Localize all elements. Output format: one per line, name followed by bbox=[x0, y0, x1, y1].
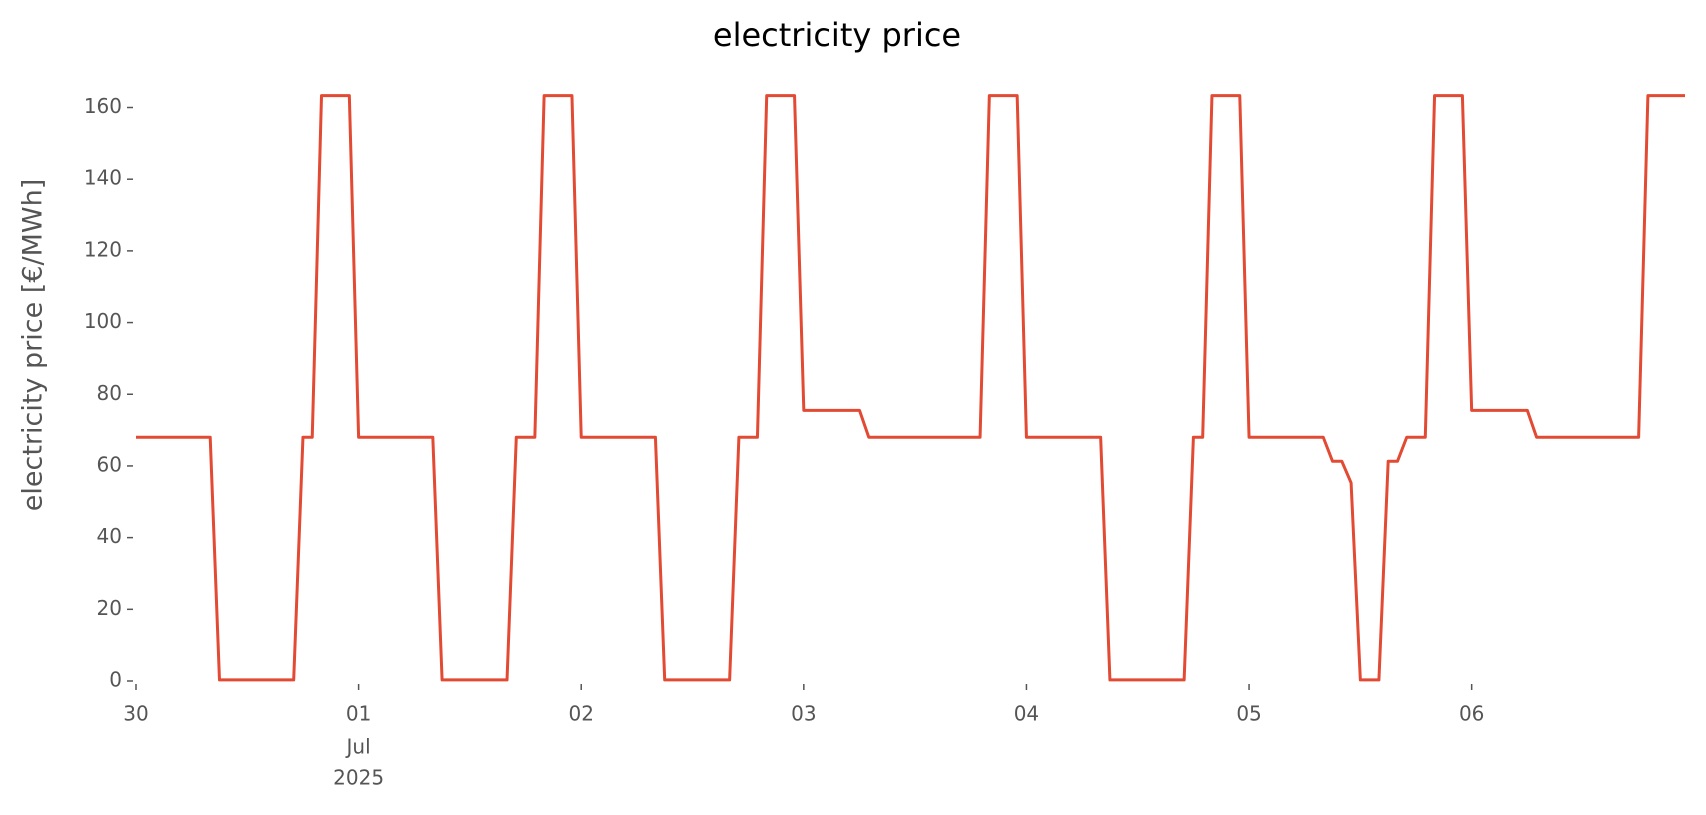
y-tick-label: 60 bbox=[97, 452, 122, 476]
x-tick-sublabel: 2025 bbox=[333, 766, 384, 790]
x-tick-sublabel: Jul bbox=[345, 735, 371, 759]
y-tick-label: 80 bbox=[97, 381, 122, 405]
y-tick-label: 120 bbox=[84, 237, 122, 261]
y-tick-label: 160 bbox=[84, 94, 122, 118]
chart-title: electricity price bbox=[713, 16, 961, 54]
y-axis-label: electricity price [€/MWh] bbox=[18, 179, 49, 511]
y-tick-label: 140 bbox=[84, 166, 122, 190]
y-tick-label: 100 bbox=[84, 309, 122, 333]
y-tick-label: 0 bbox=[109, 668, 122, 692]
y-tick-label: 20 bbox=[97, 596, 122, 620]
price-line bbox=[136, 94, 1685, 682]
x-tick-label: 03 bbox=[791, 702, 816, 726]
x-tick-label: 04 bbox=[1014, 702, 1039, 726]
x-tick-label: 06 bbox=[1459, 702, 1484, 726]
x-tick-label: 05 bbox=[1236, 702, 1261, 726]
x-tick-label: 01 bbox=[346, 702, 371, 726]
x-tick-label: 02 bbox=[568, 702, 593, 726]
y-tick-label: 40 bbox=[97, 524, 122, 548]
x-tick-label: 30 bbox=[123, 702, 148, 726]
